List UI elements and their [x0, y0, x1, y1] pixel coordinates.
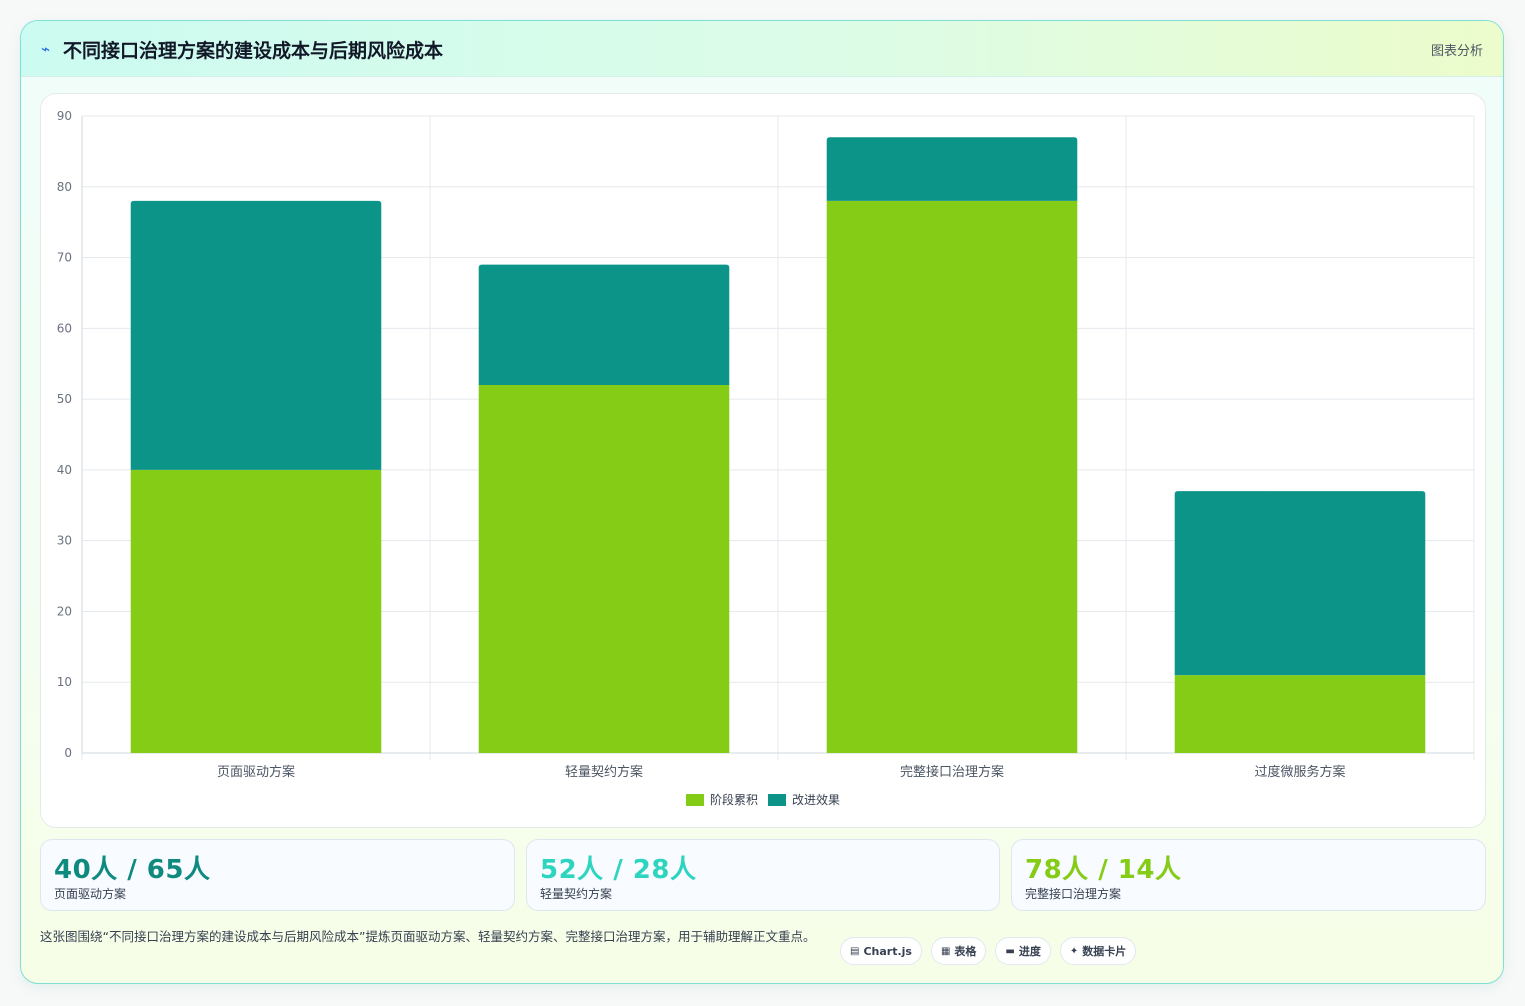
- progress-icon: ▬: [1005, 945, 1015, 957]
- y-tick-label: 30: [57, 534, 72, 548]
- sparkle-icon: ✦: [1069, 945, 1079, 957]
- chart-icon: ▤: [850, 945, 860, 957]
- bar-0-2: [826, 200, 1078, 753]
- y-tick-label: 0: [64, 746, 72, 760]
- legend-label-series-0: 阶段累积: [709, 793, 758, 807]
- bar-1-2: [826, 137, 1078, 201]
- chip-progress[interactable]: ▬ 进度: [995, 937, 1051, 965]
- y-tick-label: 40: [57, 463, 72, 477]
- legend-label-series-1: 改进效果: [792, 793, 841, 807]
- chip-label: 表格: [954, 945, 977, 958]
- bar-0-0: [130, 469, 382, 753]
- stat-value: 78人 / 14人: [1025, 855, 1182, 885]
- y-tick-label: 20: [57, 604, 72, 618]
- y-tick-label: 90: [57, 109, 72, 123]
- header-tag: 图表分析: [1430, 44, 1483, 59]
- stacked-bar-chart: 0 10 20 30 40 50 60 70 80 90 页面驱动方案 轻量契约方案 完整接口治理方案 过…: [57, 109, 1475, 780]
- chip-data-cards[interactable]: ✦ 数据卡片: [1059, 937, 1137, 965]
- x-tick-label: 完整接口治理方案: [900, 764, 1004, 780]
- bar-1-0: [130, 200, 382, 470]
- table-icon: ▦: [940, 945, 951, 957]
- stat-label: 轻量契约方案: [540, 887, 613, 901]
- chart-title: 不同接口治理方案的建设成本与后期风险成本: [63, 40, 444, 62]
- stat-label: 页面驱动方案: [54, 887, 127, 901]
- stat-label: 完整接口治理方案: [1025, 887, 1122, 901]
- x-tick-label: 过度微服务方案: [1254, 764, 1345, 780]
- bar-1-3: [1174, 491, 1426, 676]
- bar-1-1: [478, 264, 730, 385]
- chart-panel: 0 10 20 30 40 50 60 70 80 90 页面驱动方案 轻量契约方案 完整接口治理方案 过…: [40, 93, 1486, 828]
- legend-swatch-series-0: [685, 793, 704, 806]
- stat-card-3: 78人 / 14人 完整接口治理方案: [1011, 839, 1486, 911]
- legend-item-series-0[interactable]: 阶段累积: [685, 791, 758, 808]
- chart-card: ⌁ 不同接口治理方案的建设成本与后期风险成本 图表分析 0 10 20 30 40 50 6…: [20, 20, 1504, 984]
- stat-card-2: 52人 / 28人 轻量契约方案: [526, 839, 1000, 911]
- y-tick-label: 50: [57, 392, 72, 406]
- chart-legend: 阶段累积 改进效果: [41, 791, 1485, 808]
- stat-card-1: 40人 / 65人 页面驱动方案: [40, 839, 515, 911]
- y-tick-label: 10: [57, 675, 72, 689]
- footer-description: 这张图围绕“不同接口治理方案的建设成本与后期风险成本”提炼页面驱动方案、轻量契约…: [40, 929, 816, 944]
- chip-label: 进度: [1018, 945, 1041, 958]
- y-tick-label: 60: [57, 321, 72, 335]
- chart-line-icon: ⌁: [41, 40, 51, 58]
- legend-item-series-1[interactable]: 改进效果: [768, 791, 840, 808]
- x-tick-label: 页面驱动方案: [217, 764, 295, 780]
- x-tick-label: 轻量契约方案: [565, 764, 643, 780]
- legend-swatch-series-1: [768, 793, 786, 806]
- y-tick-label: 80: [57, 180, 72, 194]
- y-tick-label: 70: [57, 251, 72, 265]
- bar-0-1: [478, 384, 730, 753]
- stat-value: 52人 / 28人: [540, 855, 697, 885]
- chip-label: 数据卡片: [1082, 945, 1127, 958]
- bar-0-3: [1174, 675, 1426, 753]
- chip-table[interactable]: ▦ 表格: [930, 937, 987, 965]
- stat-value: 40人 / 65人: [54, 855, 211, 885]
- card-header: ⌁ 不同接口治理方案的建设成本与后期风险成本 图表分析: [21, 21, 1503, 77]
- chip-chartjs[interactable]: ▤ Chart.js: [840, 937, 922, 965]
- footer-chips: ▤ Chart.js ▦ 表格 ▬ 进度 ✦ 数据卡片: [840, 937, 1137, 965]
- chip-label: Chart.js: [863, 944, 912, 958]
